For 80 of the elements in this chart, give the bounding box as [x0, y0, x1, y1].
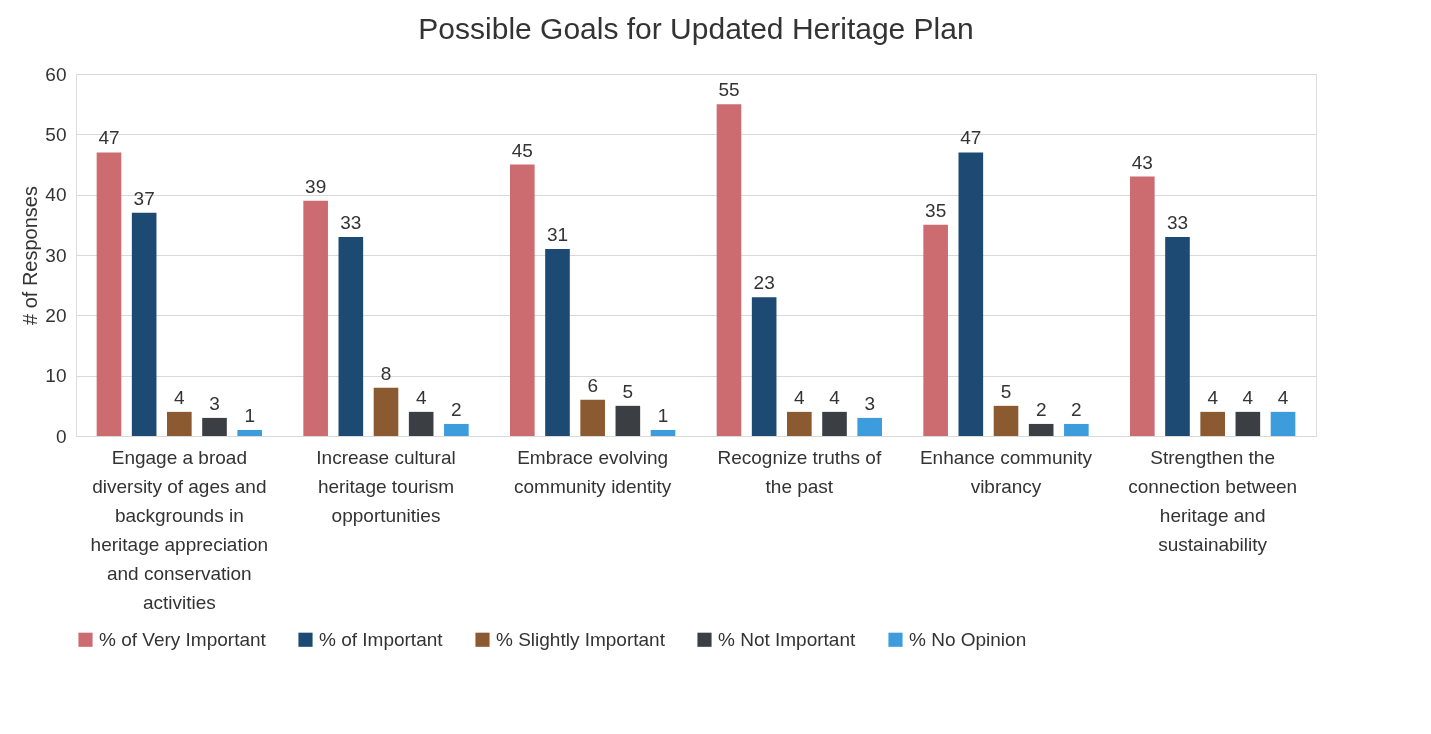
data-label: 4 — [794, 386, 806, 408]
bar — [202, 417, 227, 436]
bar — [1200, 411, 1225, 436]
x-tick-label: Recognize truths of the past — [717, 446, 882, 497]
bar — [545, 248, 570, 436]
data-label: 5 — [1000, 380, 1012, 402]
bar — [131, 212, 157, 436]
bar — [993, 405, 1019, 436]
bar — [857, 417, 882, 436]
bar — [716, 104, 742, 436]
bar — [1235, 411, 1261, 436]
bar — [580, 399, 605, 436]
bar — [822, 411, 847, 436]
y-tick-label: 30 — [45, 244, 67, 266]
bar — [303, 200, 328, 436]
x-tick-label: Increase cultural heritage tourism opportunities — [316, 446, 456, 526]
data-label: 8 — [380, 362, 392, 384]
bar — [751, 297, 777, 436]
data-label: 45 — [511, 139, 533, 161]
bar — [1165, 236, 1190, 436]
bar — [167, 411, 192, 436]
legend-label: % of Important — [319, 628, 444, 650]
data-label: 39 — [305, 175, 327, 197]
data-label: 4 — [1207, 386, 1219, 408]
data-label: 6 — [587, 374, 598, 396]
bar — [408, 411, 434, 436]
data-label: 3 — [864, 392, 875, 414]
legend-label: % No Opinion — [909, 628, 1027, 650]
data-label: 1 — [657, 404, 669, 426]
bar — [958, 152, 984, 436]
bar — [615, 405, 641, 436]
bar — [1028, 423, 1054, 436]
bar — [373, 387, 399, 436]
bar — [1130, 176, 1155, 436]
data-label: 2 — [1035, 398, 1047, 420]
data-label: 4 — [829, 386, 841, 408]
data-label: 4 — [1277, 386, 1289, 408]
bar — [787, 411, 812, 436]
data-label: 2 — [451, 398, 462, 420]
bar — [1064, 423, 1089, 436]
data-label: 3 — [209, 392, 220, 414]
bar — [338, 236, 364, 436]
y-axis-title: # of Responses — [19, 186, 42, 325]
bar — [237, 429, 262, 436]
bar — [650, 429, 676, 436]
y-tick-label: 40 — [45, 184, 67, 206]
chart-title: Possible Goals for Updated Heritage Plan — [418, 12, 974, 45]
data-label: 37 — [133, 187, 155, 209]
y-tick-label: 20 — [45, 304, 67, 326]
x-tick-label: Embrace evolving community identity — [513, 446, 672, 497]
data-label: 33 — [1166, 211, 1189, 233]
bar — [923, 224, 948, 436]
data-label: 4 — [415, 386, 427, 408]
data-label: 4 — [174, 386, 186, 408]
y-tick-label: 10 — [45, 365, 67, 387]
data-label: 47 — [960, 127, 982, 149]
y-tick-label: 60 — [45, 63, 67, 85]
data-label: 2 — [1071, 398, 1082, 420]
data-label: 55 — [718, 79, 740, 101]
data-label: 43 — [1131, 151, 1153, 173]
x-tick-label: Engage a broad diversity of ages and backgrounds in heritage appreciation and conservation activities — [90, 446, 269, 613]
data-label: 33 — [340, 211, 362, 233]
legend-label: % Not Important — [718, 628, 856, 650]
x-tick-label: Enhance community vibrancy — [919, 446, 1093, 497]
data-label: 35 — [925, 199, 947, 221]
legend-label: % Slightly Important — [496, 628, 666, 650]
data-label: 31 — [546, 223, 569, 245]
legend-label: % of Very Important — [99, 628, 267, 650]
data-label: 5 — [622, 380, 634, 402]
data-label: 47 — [98, 127, 120, 149]
bar — [1270, 411, 1296, 436]
data-label: 1 — [244, 404, 255, 426]
y-tick-label: 50 — [45, 123, 67, 145]
bar — [444, 423, 469, 436]
data-label: 4 — [1242, 386, 1254, 408]
x-tick-label: Strengthen the connection between heritage and sustainability — [1128, 446, 1298, 555]
y-tick-label: 0 — [55, 425, 67, 447]
bar — [96, 152, 122, 436]
data-label: 23 — [753, 272, 775, 294]
bar — [510, 164, 535, 436]
